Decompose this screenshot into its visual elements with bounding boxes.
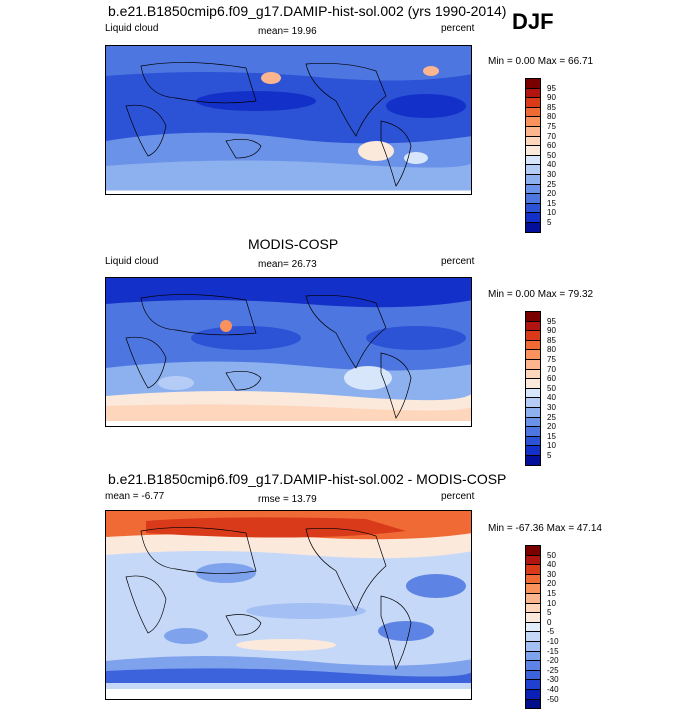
colorbar-tick-label: 15 xyxy=(547,431,556,441)
colorbar-tick-label: 5 xyxy=(547,608,552,618)
colorbar-tick-label: 80 xyxy=(547,112,556,122)
panel2-map-svg xyxy=(106,278,471,426)
panel1-map-svg xyxy=(106,46,471,194)
colorbar-tick-label: 30 xyxy=(547,569,556,579)
colorbar-tick-label: 20 xyxy=(547,189,556,199)
colorbar-tick-label: 90 xyxy=(547,326,556,336)
colorbar-tick-label: 40 xyxy=(547,160,556,170)
colorbar-tick-label: 60 xyxy=(547,141,556,151)
colorbar-tick-label: 95 xyxy=(547,316,556,326)
panel3-minmax: Min = -67.36 Max = 47.14 xyxy=(488,523,602,534)
colorbar-tick-label: 75 xyxy=(547,355,556,364)
colorbar-tick-label: 20 xyxy=(547,422,556,432)
colorbar-tick-label: 0 xyxy=(547,617,552,627)
colorbar-tick-label: 20 xyxy=(547,579,556,589)
panel2-title: MODIS-COSP xyxy=(248,236,339,252)
panel2-center-label: mean= 26.73 xyxy=(258,259,317,270)
colorbar-tick-label: 60 xyxy=(547,374,556,384)
colorbar-tick-label: 10 xyxy=(547,598,556,608)
colorbar-tick-label: 15 xyxy=(547,198,556,208)
colorbar-tick-label: 30 xyxy=(547,170,556,179)
colorbar-tick-label: -40 xyxy=(547,685,559,694)
colorbar-tick-label: 75 xyxy=(547,122,556,131)
panel1-minmax: Min = 0.00 Max = 66.71 xyxy=(488,56,594,67)
panel3-right-label: percent xyxy=(441,491,475,502)
panel3-map-svg xyxy=(106,511,471,699)
panel1-center-label: mean= 19.96 xyxy=(258,26,317,37)
panel1-right-label: percent xyxy=(441,23,475,34)
colorbar-tick-label: 70 xyxy=(547,364,556,374)
season-label: DJF xyxy=(512,9,554,34)
colorbar-tick-label: 30 xyxy=(547,403,556,412)
colorbar-tick-label: 50 xyxy=(547,383,556,393)
colorbar-tick-label: 90 xyxy=(547,93,556,103)
colorbar-tick-label: 10 xyxy=(547,208,556,218)
colorbar-tick-label: 95 xyxy=(547,83,556,93)
panel1-map xyxy=(105,45,472,195)
panel3-center-label: rmse = 13.79 xyxy=(258,494,317,505)
colorbar-tick-label: 70 xyxy=(547,131,556,141)
panel3-title: b.e21.B1850cmip6.f09_g17.DAMIP-hist-sol.… xyxy=(108,471,507,487)
colorbar-tick-label: 25 xyxy=(547,179,556,189)
colorbar-tick-label: -30 xyxy=(547,675,559,685)
colorbar-swatch xyxy=(525,698,541,709)
panel2-map xyxy=(105,277,472,427)
colorbar-tick-label: -15 xyxy=(547,646,559,656)
panel1-title: b.e21.B1850cmip6.f09_g17.DAMIP-hist-sol.… xyxy=(108,3,507,19)
colorbar-swatch xyxy=(525,222,541,233)
colorbar-tick-label: 85 xyxy=(547,335,556,345)
panel1-left-label: Liquid cloud xyxy=(105,23,159,34)
colorbar-swatch xyxy=(525,455,541,466)
panel3-left-label: mean = -6.77 xyxy=(105,491,165,502)
colorbar-tick-label: 25 xyxy=(547,412,556,422)
colorbar-tick-label: -5 xyxy=(547,627,555,637)
panel3-map xyxy=(105,510,472,700)
colorbar-tick-label: 85 xyxy=(547,102,556,112)
panel2-left-label: Liquid cloud xyxy=(105,256,159,267)
colorbar-tick-label: -25 xyxy=(547,665,559,675)
colorbar-tick-label: -10 xyxy=(547,637,559,646)
panel2-right-label: percent xyxy=(441,256,475,267)
colorbar-tick-label: 5 xyxy=(547,451,552,460)
colorbar-tick-label: -50 xyxy=(547,694,559,704)
colorbar-tick-label: 50 xyxy=(547,150,556,160)
colorbar-tick-label: 5 xyxy=(547,218,552,227)
colorbar-tick-label: 15 xyxy=(547,589,556,598)
colorbar-tick-label: 40 xyxy=(547,393,556,403)
panel2-minmax: Min = 0.00 Max = 79.32 xyxy=(488,289,594,300)
colorbar-tick-label: -20 xyxy=(547,656,559,666)
colorbar-tick-label: 50 xyxy=(547,550,556,560)
colorbar-tick-label: 10 xyxy=(547,441,556,451)
colorbar-tick-label: 40 xyxy=(547,560,556,570)
colorbar-tick-label: 80 xyxy=(547,345,556,355)
